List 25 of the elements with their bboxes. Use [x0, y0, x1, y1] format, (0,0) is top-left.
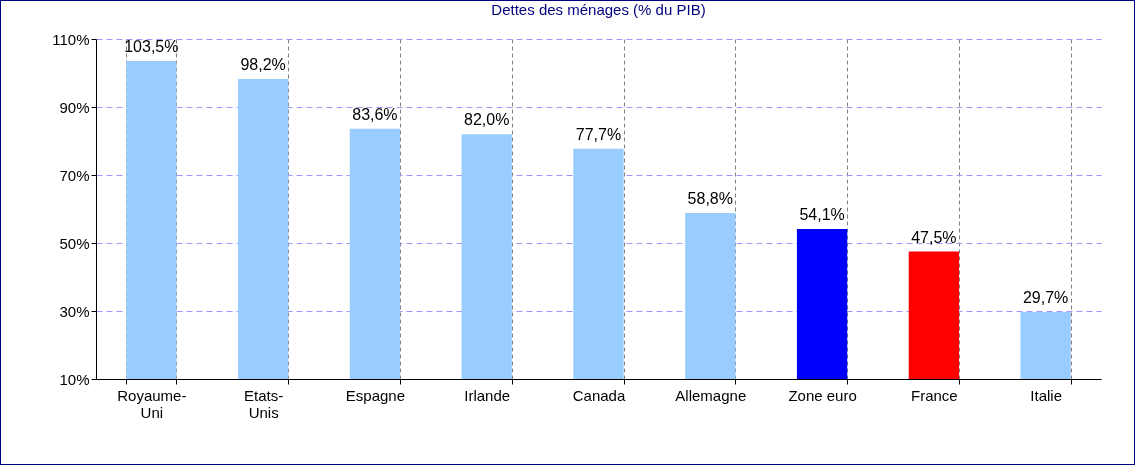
- y-tick-label: 10%: [59, 370, 90, 388]
- data-label: 54,1%: [799, 206, 845, 224]
- x-tick-label: Allemagne: [675, 386, 747, 404]
- data-label: 98,2%: [240, 56, 286, 74]
- y-tick-label: 110%: [52, 30, 90, 48]
- x-tick-label: Italie: [1030, 386, 1063, 404]
- data-label: 29,7%: [1022, 289, 1069, 307]
- x-tick-label: Etats-Unis: [244, 386, 284, 421]
- y-tick-label: 30%: [59, 302, 90, 320]
- x-tick-label: Canada: [572, 386, 626, 404]
- x-tick-label: Zone euro: [788, 386, 857, 404]
- y-tick-label: 50%: [59, 234, 90, 252]
- x-tick-label: Royaume-Uni: [117, 386, 187, 421]
- x-tick-label: Espagne: [345, 386, 406, 404]
- data-label: 83,6%: [352, 105, 398, 123]
- data-label: 82,0%: [464, 111, 510, 129]
- y-tick-label: 90%: [59, 98, 90, 116]
- x-tick-label: France: [911, 386, 958, 404]
- data-label: 58,8%: [687, 190, 733, 208]
- chart-title: Dettes des ménages (% du PIB): [491, 1, 706, 18]
- data-label: 77,7%: [575, 125, 622, 143]
- y-tick-label: 70%: [59, 166, 90, 184]
- data-label: 103,5%: [124, 38, 179, 56]
- data-label: 47,5%: [911, 228, 957, 246]
- x-tick-label: Irlande: [464, 386, 511, 404]
